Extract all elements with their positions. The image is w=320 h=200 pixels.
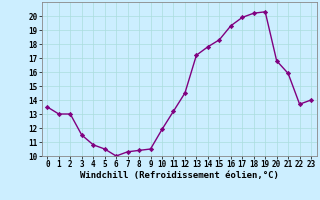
X-axis label: Windchill (Refroidissement éolien,°C): Windchill (Refroidissement éolien,°C) <box>80 171 279 180</box>
